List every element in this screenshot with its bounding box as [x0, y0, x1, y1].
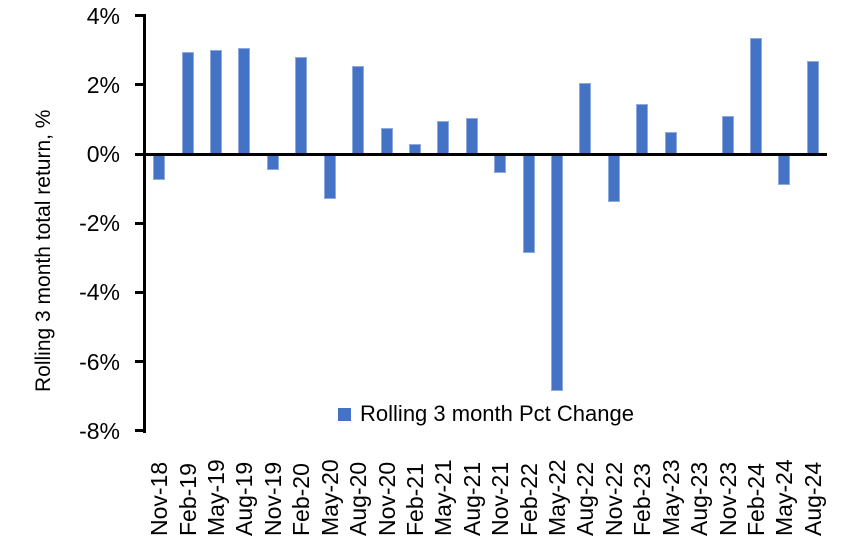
y-axis-tick-mark — [135, 152, 144, 156]
x-axis-tick-label: Feb-20 — [288, 463, 315, 536]
y-axis-tick-label: 2% — [86, 71, 120, 98]
bar-Nov-21 — [494, 154, 507, 174]
x-axis-tick-label: Aug-23 — [686, 461, 713, 536]
x-axis-tick-label: Aug-20 — [345, 461, 372, 536]
x-axis-tick-label: Nov-21 — [487, 461, 514, 536]
y-axis-tick-mark — [135, 83, 144, 87]
bar-May-22 — [551, 154, 564, 391]
y-axis-tick-label: 4% — [86, 2, 120, 29]
y-axis-tick-label: -4% — [79, 279, 120, 306]
x-axis-tick-label: Feb-19 — [174, 463, 201, 536]
y-axis-tick-label: -2% — [79, 210, 120, 237]
y-axis-line — [143, 14, 146, 433]
y-axis-tick-mark — [135, 14, 144, 18]
x-axis-tick-label: Feb-23 — [629, 463, 656, 536]
x-axis-tick-label: Aug-22 — [572, 461, 599, 536]
y-axis-tick-mark — [135, 290, 144, 294]
x-axis-tick-label: Aug-24 — [799, 461, 826, 536]
x-axis-tick-label: Feb-24 — [742, 463, 769, 536]
bar-Feb-22 — [522, 154, 535, 253]
y-axis-tick-mark — [135, 429, 144, 433]
bar-May-20 — [323, 154, 336, 199]
bar-Feb-23 — [636, 103, 649, 154]
bar-Feb-19 — [181, 51, 194, 154]
y-axis-tick-label: 0% — [86, 141, 120, 167]
bar-Feb-20 — [295, 57, 308, 154]
x-axis-tick-label: Nov-20 — [373, 461, 400, 536]
bar-Feb-24 — [749, 38, 762, 154]
bar-Nov-23 — [721, 115, 734, 154]
bar-Aug-19 — [238, 48, 251, 154]
bar-May-21 — [437, 121, 450, 154]
legend-swatch-icon — [338, 407, 352, 421]
x-axis-tick-label: Nov-19 — [259, 461, 286, 536]
x-axis-tick-label: Aug-19 — [231, 461, 258, 536]
legend: Rolling 3 month Pct Change — [145, 401, 827, 427]
y-axis-tick-label: -6% — [79, 348, 120, 375]
x-axis-tick-label: May-24 — [771, 459, 798, 536]
y-axis-tick-mark — [135, 360, 144, 364]
y-axis-tick-mark — [135, 221, 144, 225]
x-axis-tick-label: Feb-21 — [401, 463, 428, 536]
bar-Aug-20 — [352, 65, 365, 154]
x-axis-tick-label: May-19 — [203, 459, 230, 536]
x-axis-tick-label: May-20 — [316, 459, 343, 536]
x-axis-zero-line — [143, 152, 827, 156]
bar-Nov-20 — [380, 128, 393, 154]
x-axis-tick-label: Feb-22 — [515, 463, 542, 536]
bar-Aug-24 — [806, 60, 819, 154]
bar-Aug-22 — [579, 83, 592, 154]
x-axis-tick-label: Aug-21 — [458, 461, 485, 536]
x-axis-tick-label: Nov-23 — [714, 461, 741, 536]
bar-May-19 — [210, 50, 223, 154]
x-axis-tick-label: May-23 — [657, 459, 684, 536]
bar-Nov-19 — [266, 154, 279, 170]
bar-Nov-22 — [607, 154, 620, 203]
x-axis-tick-label: May-22 — [544, 459, 571, 536]
y-axis-tick-label: -8% — [79, 417, 120, 444]
x-axis-tick-label: Nov-18 — [146, 461, 173, 536]
bar-Aug-21 — [465, 117, 478, 154]
legend-series-label: Rolling 3 month Pct Change — [360, 401, 634, 426]
x-axis-tick-label: Nov-22 — [600, 461, 627, 536]
x-axis-tick-label: May-21 — [430, 459, 457, 536]
bar-Nov-18 — [153, 154, 166, 180]
bar-May-23 — [664, 131, 677, 154]
bar-May-24 — [778, 154, 791, 186]
